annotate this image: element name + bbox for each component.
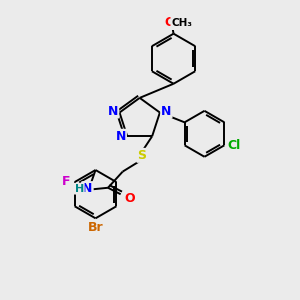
- Text: Cl: Cl: [227, 139, 240, 152]
- Text: O: O: [165, 16, 175, 29]
- Text: O: O: [124, 192, 135, 205]
- Text: S: S: [137, 149, 146, 162]
- Text: Br: Br: [88, 220, 104, 234]
- Text: CH₃: CH₃: [171, 17, 192, 28]
- Text: N: N: [116, 130, 126, 143]
- Text: N: N: [108, 105, 118, 118]
- Text: F: F: [61, 175, 70, 188]
- Text: N: N: [161, 105, 172, 118]
- Text: H: H: [74, 184, 84, 194]
- Text: N: N: [82, 182, 93, 195]
